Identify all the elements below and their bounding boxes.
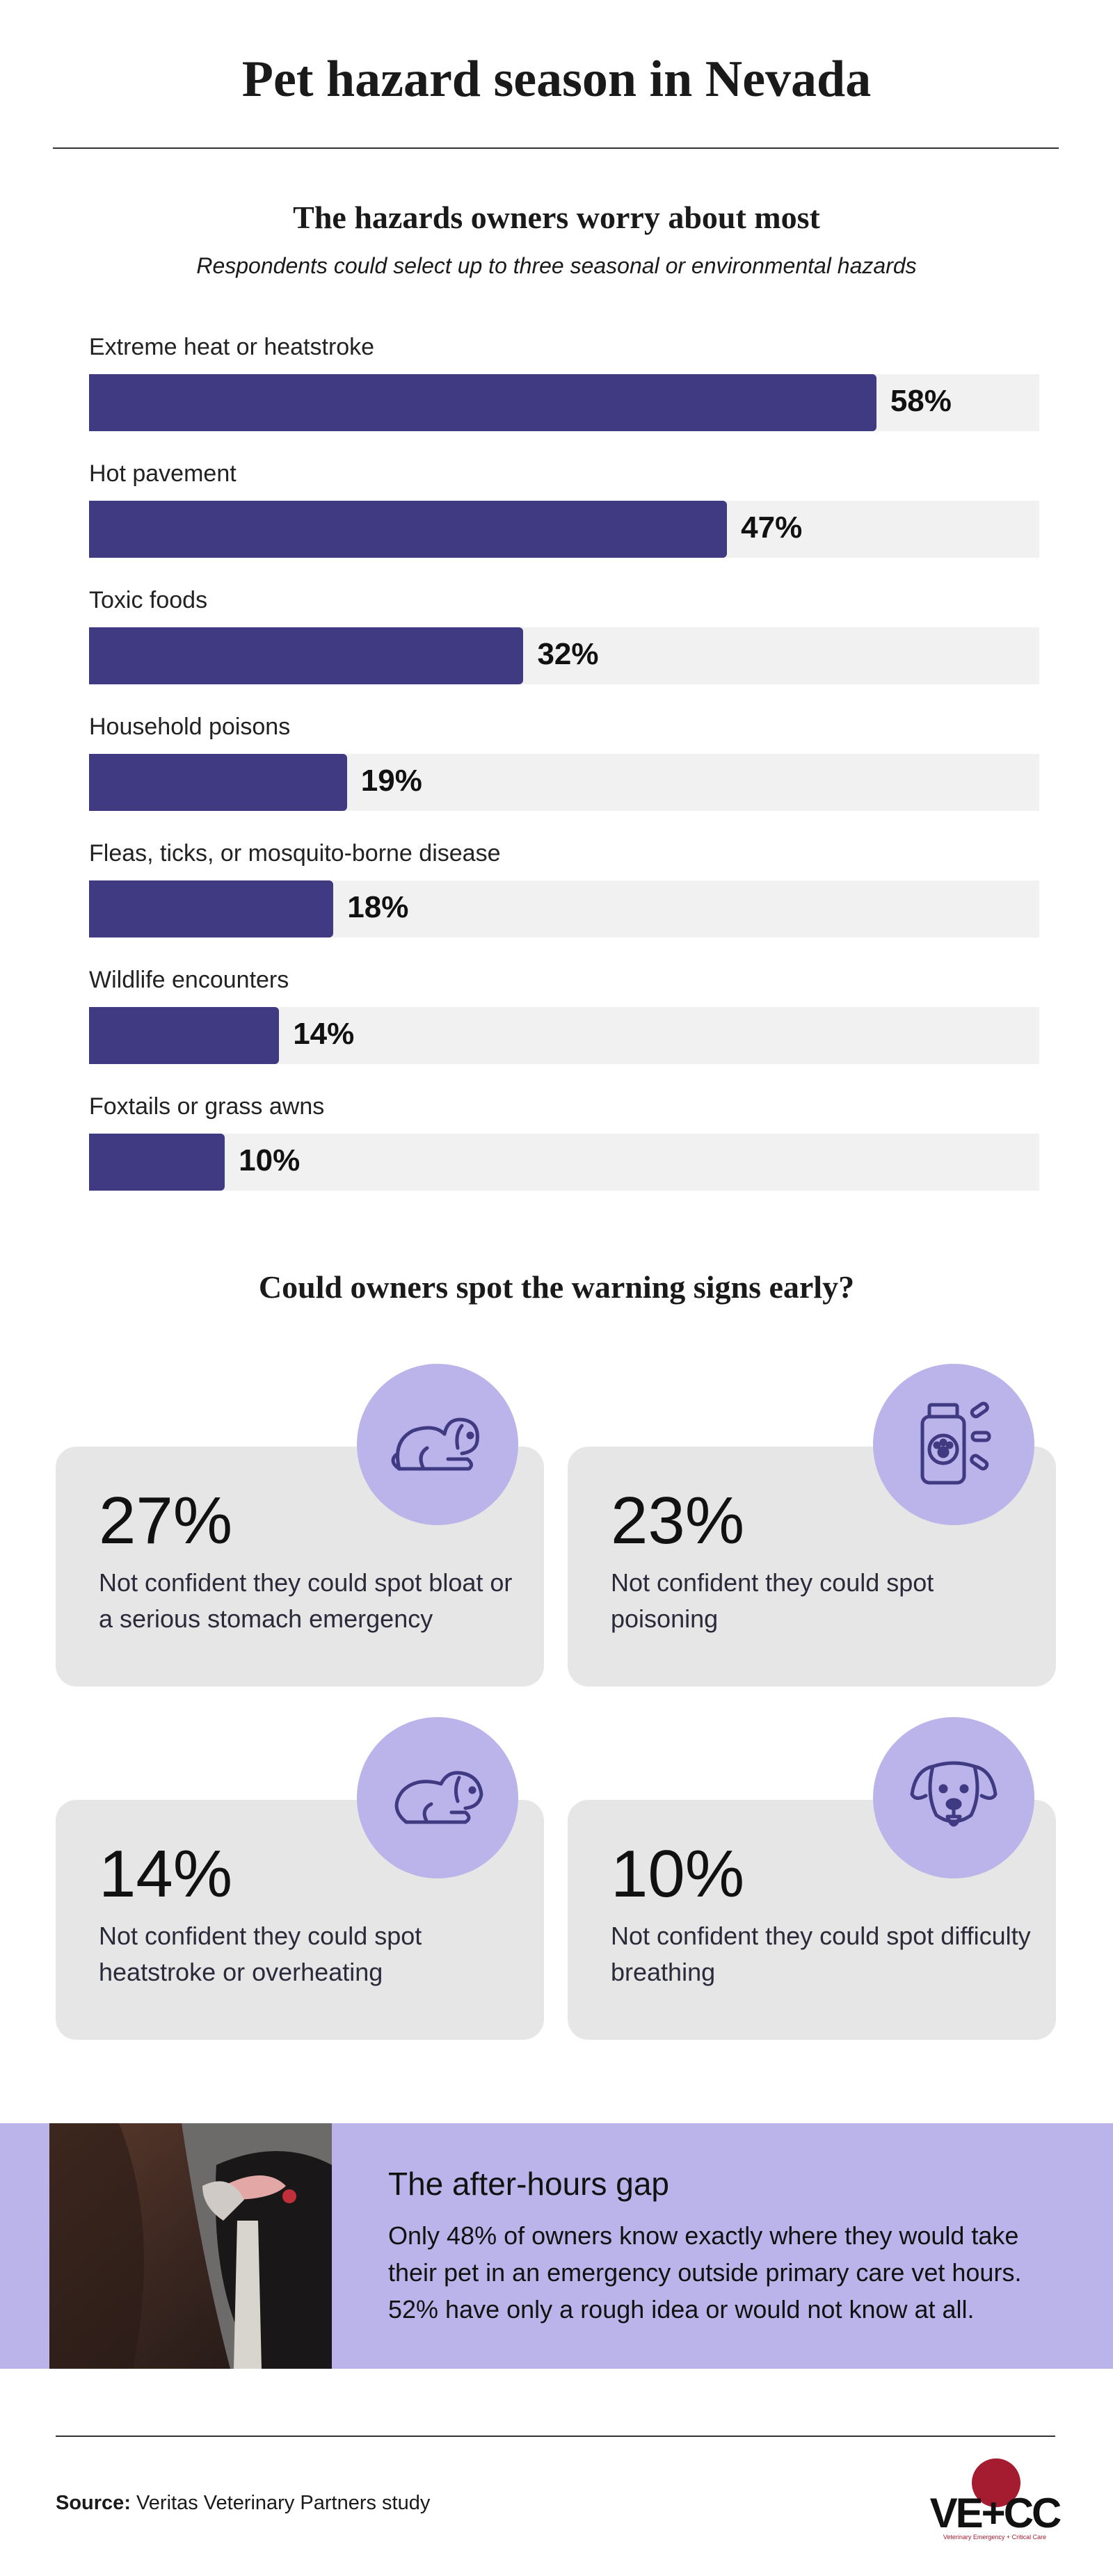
- chart-title: The hazards owners worry about most: [293, 200, 820, 235]
- stat-value: 10%: [611, 1837, 745, 1911]
- bar-label: Foxtails or grass awns: [89, 1093, 325, 1120]
- bar-label: Hot pavement: [89, 460, 237, 487]
- logo-tagline: Veterinary Emergency + Critical Care: [943, 2534, 1047, 2541]
- bar-track: 10%: [89, 1134, 1039, 1191]
- value-label: 18%: [347, 890, 409, 924]
- bar-track: 47%: [89, 501, 1039, 558]
- value-label: 32%: [537, 637, 599, 671]
- callout-heading: The after-hours gap: [388, 2166, 670, 2202]
- logo: VE+CC Veterinary Emergency + Critical Ca…: [929, 2458, 1062, 2542]
- bar-track: 18%: [89, 880, 1039, 937]
- source-label: Source:: [56, 2492, 131, 2514]
- bar-track: 19%: [89, 754, 1039, 811]
- bar: [89, 374, 876, 431]
- icon-dog-lying: [357, 1364, 518, 1525]
- bar-label: Extreme heat or heatstroke: [89, 334, 375, 360]
- icon-dog-face: [873, 1717, 1034, 1878]
- divider: [53, 147, 1059, 149]
- bar: [89, 501, 728, 558]
- source: Source: Veritas Veterinary Partners stud…: [56, 2492, 430, 2515]
- divider: [56, 2436, 1055, 2437]
- stat-text: Not confident they could spot heatstroke…: [99, 1922, 422, 1986]
- callout-body: Only 48% of owners know exactly where th…: [388, 2221, 1022, 2324]
- logo-mark: [972, 2458, 1020, 2507]
- chart-subtitle: Respondents could select up to three sea…: [196, 253, 917, 278]
- value-label: 10%: [239, 1143, 301, 1177]
- page-title: Pet hazard season in Nevada: [241, 51, 872, 108]
- bar-label: Household poisons: [89, 714, 291, 740]
- source-text: Veritas Veterinary Partners study: [136, 2492, 431, 2514]
- value-label: 47%: [741, 510, 803, 545]
- bar-label: Wildlife encounters: [89, 967, 289, 993]
- bar: [89, 1134, 225, 1191]
- logo-text: VE+CC: [929, 2490, 1062, 2536]
- bar: [89, 627, 524, 684]
- bar-track: 58%: [89, 374, 1039, 431]
- stat-value: 14%: [99, 1837, 233, 1911]
- icon-poison-bottle: [873, 1364, 1034, 1525]
- bar: [89, 880, 334, 937]
- stat-value: 23%: [611, 1483, 745, 1558]
- value-label: 19%: [360, 764, 422, 798]
- bar-track: 32%: [89, 627, 1039, 684]
- stat-card: 10% Not confident they could spot diffic…: [568, 1800, 1056, 2040]
- photo: [49, 2123, 332, 2369]
- value-label: 58%: [890, 384, 952, 418]
- bar-track: 14%: [89, 1007, 1039, 1064]
- value-label: 14%: [293, 1017, 355, 1051]
- bar: [89, 1007, 280, 1064]
- icon-dog-sleeping: [357, 1717, 518, 1878]
- bar-label: Fleas, ticks, or mosquito-borne disease: [89, 840, 501, 867]
- stat-value: 27%: [99, 1483, 233, 1558]
- bar: [89, 754, 347, 811]
- stat-text: Not confident they could spot bloat or a…: [99, 1568, 513, 1633]
- section-heading: Could owners spot the warning signs earl…: [258, 1269, 855, 1305]
- stat-text: Not confident they could spot difficulty…: [611, 1922, 1031, 1986]
- stat-text: Not confident they could spot poisoning: [611, 1568, 934, 1633]
- bar-label: Toxic foods: [89, 587, 208, 613]
